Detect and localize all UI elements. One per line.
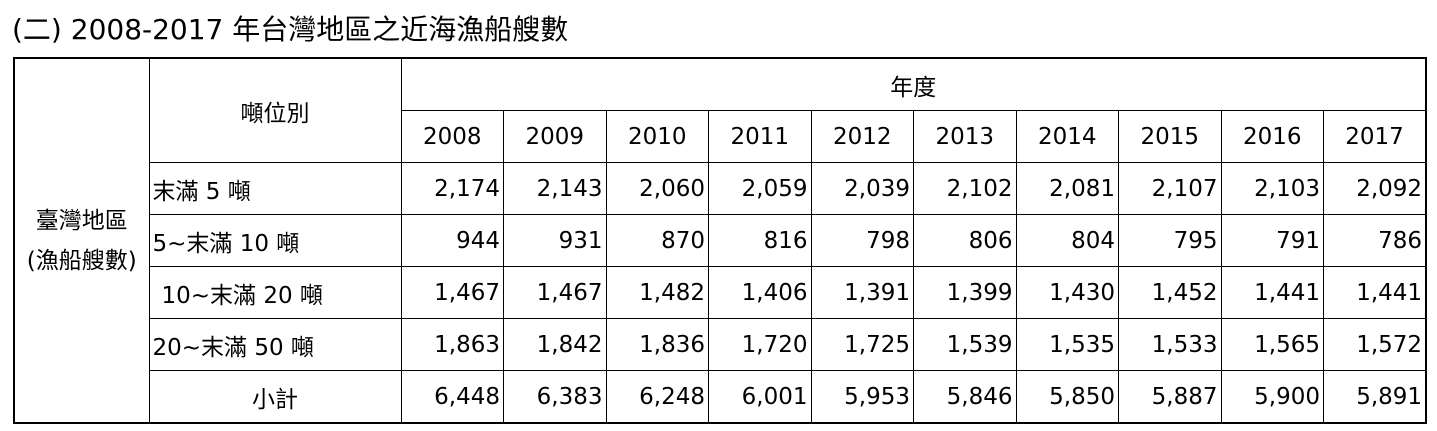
data-table: 臺灣地區 (漁船艘數) 噸位別 年度 2008 2009 2010 2011 2012 2013 2… — [13, 57, 1428, 424]
value-cell: 2,081 — [1015, 162, 1119, 215]
tonnage-header: 噸位別 — [148, 57, 402, 163]
value-cell: 2,039 — [810, 162, 914, 215]
value-cell: 1,406 — [708, 266, 812, 319]
value-cell: 5,891 — [1323, 370, 1427, 424]
value-cell: 1,399 — [913, 266, 1017, 319]
value-cell: 1,572 — [1323, 318, 1427, 371]
row-label: 20~末滿 50 噸 — [148, 318, 402, 371]
value-cell: 1,391 — [810, 266, 914, 319]
value-cell: 6,448 — [400, 370, 504, 424]
value-cell: 791 — [1220, 214, 1324, 267]
value-cell: 944 — [400, 214, 504, 267]
value-cell: 2,092 — [1323, 162, 1427, 215]
title: (二) 2008-2017 年台灣地區之近海漁船艘數 — [12, 13, 569, 46]
year-cell: 2009 — [503, 110, 607, 163]
row-group-cell: 臺灣地區 (漁船艘數) — [13, 57, 150, 424]
header-row: 臺灣地區 (漁船艘數) 噸位別 年度 — [13, 57, 1427, 424]
year-cell: 2017 — [1323, 110, 1427, 163]
data-row: 5~末滿 10 噸 944 931 870 816 798 806 804 795 791 786 — [14, 214, 1427, 267]
value-cell: 804 — [1015, 214, 1119, 267]
value-cell: 6,001 — [708, 370, 812, 424]
year-cell: 2015 — [1118, 110, 1222, 163]
value-cell: 2,102 — [913, 162, 1017, 215]
value-cell: 2,107 — [1118, 162, 1222, 215]
value-cell: 1,441 — [1220, 266, 1324, 319]
row-label: 10~末滿 20 噸 — [148, 266, 402, 319]
value-cell: 5,850 — [1015, 370, 1119, 424]
data-row: 10~末滿 20 噸 1,467 1,467 1,482 1,406 1,391 1,399… — [14, 266, 1427, 319]
value-cell: 1,441 — [1323, 266, 1427, 319]
value-cell: 6,248 — [605, 370, 709, 424]
value-cell: 1,565 — [1220, 318, 1324, 371]
data-row: 小計 6,448 6,383 6,248 6,001 5,953 5,846 5,850 5,8… — [14, 370, 1427, 424]
row-label: 5~末滿 10 噸 — [148, 214, 402, 267]
value-cell: 816 — [708, 214, 812, 267]
year-cell: 2012 — [810, 110, 914, 163]
value-cell: 1,467 — [400, 266, 504, 319]
row-label: 小計 — [148, 370, 402, 424]
year-cell: 2008 — [400, 110, 504, 163]
data-row: 20~末滿 50 噸 1,863 1,842 1,836 1,720 1,725 1,539… — [14, 318, 1427, 371]
value-cell: 2,059 — [708, 162, 812, 215]
value-cell: 1,539 — [913, 318, 1017, 371]
value-cell: 1,482 — [605, 266, 709, 319]
year-cell: 2010 — [605, 110, 709, 163]
value-cell: 1,842 — [503, 318, 607, 371]
value-cell: 806 — [913, 214, 1017, 267]
year-cell: 2016 — [1220, 110, 1324, 163]
row-label: 末滿 5 噸 — [148, 162, 402, 215]
row-group-line: (漁船艘數) — [26, 247, 137, 274]
value-cell: 1,720 — [708, 318, 812, 371]
value-cell: 1,452 — [1118, 266, 1222, 319]
year-cell: 2011 — [708, 110, 812, 163]
year-cell: 2014 — [1015, 110, 1119, 163]
value-cell: 5,900 — [1220, 370, 1324, 424]
value-cell: 1,467 — [503, 266, 607, 319]
row-group-line: 臺灣地區 — [35, 207, 128, 234]
value-cell: 795 — [1118, 214, 1222, 267]
value-cell: 2,143 — [503, 162, 607, 215]
value-cell: 6,383 — [503, 370, 607, 424]
value-cell: 798 — [810, 214, 914, 267]
year-cell: 2013 — [913, 110, 1017, 163]
value-cell: 5,953 — [810, 370, 914, 424]
value-cell: 2,174 — [400, 162, 504, 215]
value-cell: 1,533 — [1118, 318, 1222, 371]
value-cell: 5,887 — [1118, 370, 1222, 424]
value-cell: 1,863 — [400, 318, 504, 371]
value-cell: 2,060 — [605, 162, 709, 215]
value-cell: 1,430 — [1015, 266, 1119, 319]
value-cell: 870 — [605, 214, 709, 267]
value-cell: 2,103 — [1220, 162, 1324, 215]
value-cell: 931 — [503, 214, 607, 267]
value-cell: 5,846 — [913, 370, 1017, 424]
data-row: 末滿 5 噸 2,174 2,143 2,060 2,059 2,039 2,102 2,08… — [14, 162, 1427, 215]
value-cell: 1,535 — [1015, 318, 1119, 371]
year-header: 年度 — [400, 57, 1427, 111]
value-cell: 1,725 — [810, 318, 914, 371]
value-cell: 786 — [1323, 214, 1427, 267]
value-cell: 1,836 — [605, 318, 709, 371]
